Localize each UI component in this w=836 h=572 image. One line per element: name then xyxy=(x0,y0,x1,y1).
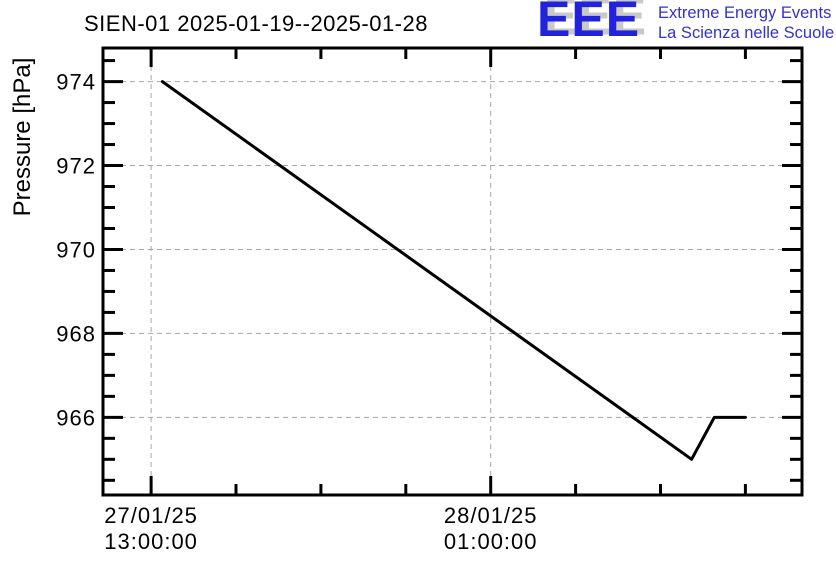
eee-logo-text: Extreme Energy Events La Scienza nelle S… xyxy=(658,4,834,43)
eee-logo-text-line1: Extreme Energy Events xyxy=(658,4,832,22)
y-tick-label: 974 xyxy=(56,70,96,95)
y-tick-label: 966 xyxy=(56,405,96,430)
x-tick-label-date: 27/01/25 xyxy=(104,503,198,528)
eee-logo: EEE EEE Extreme Energy Events La Scienza… xyxy=(537,0,836,48)
eee-logo-text-line2: La Scienza nelle Scuole xyxy=(658,23,835,42)
x-tick-label-time: 01:00:00 xyxy=(444,529,538,554)
eee-logo-acronym-shadow: EEE xyxy=(544,0,648,47)
x-tick-label-date: 28/01/25 xyxy=(444,503,538,528)
eee-logo-acronym: EEE xyxy=(537,0,641,47)
y-tick-label: 970 xyxy=(56,237,96,262)
x-tick-label-time: 13:00:00 xyxy=(104,529,198,554)
eee-logo-acronym-wrap: EEE EEE xyxy=(537,0,655,46)
y-tick-label: 972 xyxy=(56,154,96,179)
y-axis-title: Pressure [hPa] xyxy=(9,58,36,217)
y-tick-label: 968 xyxy=(56,321,96,346)
chart-title: SIEN-01 2025-01-19--2025-01-28 xyxy=(84,11,428,36)
series-line xyxy=(160,80,747,461)
